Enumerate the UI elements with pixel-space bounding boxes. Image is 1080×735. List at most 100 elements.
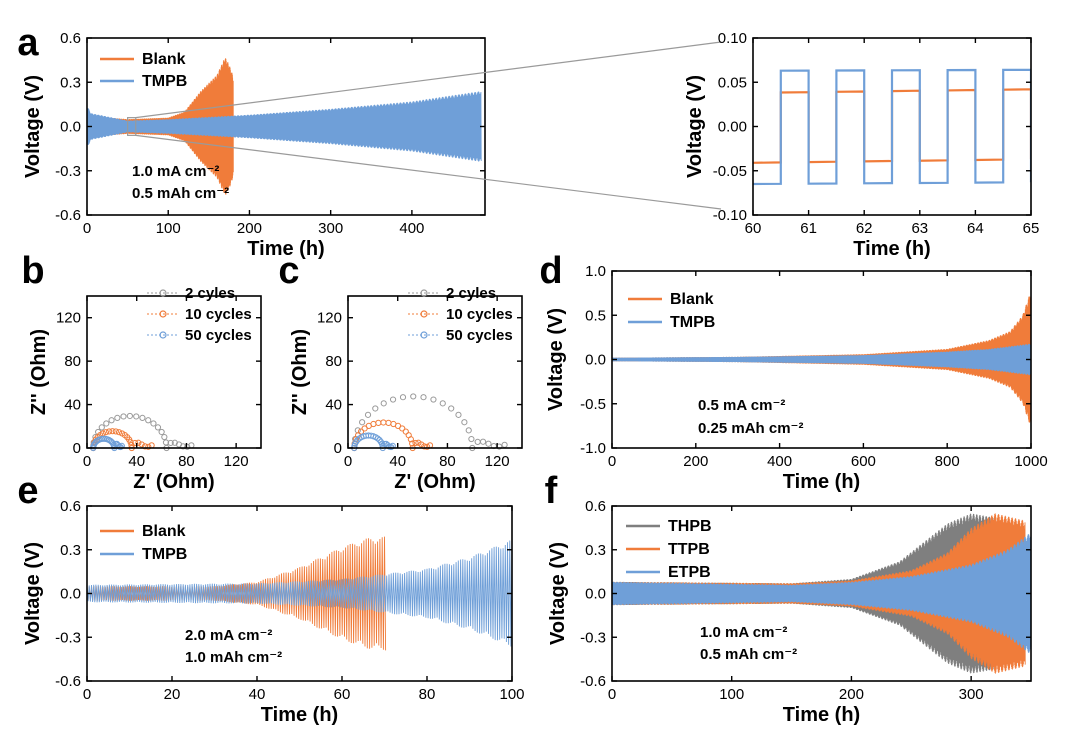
x-tick-label-a-1: 100 <box>156 220 181 237</box>
y-tick-label-e-2: 0.0 <box>60 586 81 603</box>
zoom-box <box>127 117 137 136</box>
nyquist-tail-c-0-2 <box>479 438 487 445</box>
x-tick-label-a-3: 300 <box>318 220 343 237</box>
x-tick-label-d-3: 600 <box>851 453 876 470</box>
legend-marker-c-2 <box>420 331 428 339</box>
legend-label-d-1: TMPB <box>670 314 715 331</box>
legend-a: Blank TMPB <box>100 51 187 90</box>
nyquist-tail-c-1-5 <box>424 443 431 450</box>
nyquist-point-c-0-14 <box>455 411 462 418</box>
nyquist-point-c-0-12 <box>439 400 446 407</box>
y-tick-label-e-4: 0.6 <box>60 498 81 515</box>
legend-marker-c-0 <box>420 289 428 297</box>
plot-frame-c <box>347 295 523 449</box>
x-axis-title-c: Z' (Ohm) <box>394 471 475 493</box>
nyquist-tail-b-1-3 <box>138 441 145 448</box>
legend-b: 2 cyles 10 cycles 50 cycles <box>147 285 252 344</box>
x-axis-title-e: Time (h) <box>261 704 338 726</box>
nyquist-point-b-0-5 <box>103 420 110 427</box>
nyquist-tail-b-0-4 <box>180 443 187 450</box>
nyquist-point-c-0-4 <box>364 411 372 418</box>
x-tick-label-f-3: 300 <box>959 686 984 703</box>
nyquist-point-c-1-7 <box>370 420 377 428</box>
nyquist-point-b-0-11 <box>139 414 146 422</box>
x-tick-label-e-4: 80 <box>419 686 436 703</box>
x-axis-title-d: Time (h) <box>783 471 860 493</box>
x-tick-label-e-2: 40 <box>249 686 266 703</box>
nyquist-point-b-0-14 <box>154 424 162 431</box>
x-tick-label-b-0: 0 <box>83 453 91 470</box>
nyquist-point-b-1-16 <box>127 439 134 446</box>
legend-label-c-1: 10 cycles <box>446 306 513 323</box>
nyquist-point-c-1-17 <box>409 440 416 447</box>
nyquist-tail-c-1-1 <box>412 439 419 447</box>
y-tick-label-c-3: 120 <box>317 310 342 327</box>
y-axis-title-e: Voltage (V) <box>22 542 44 645</box>
annotations-e: 2.0 mA cm⁻² 1.0 mAh cm⁻² <box>185 627 282 666</box>
y-tick-label-b-3: 120 <box>56 310 81 327</box>
annotations-f: 1.0 mA cm⁻² 0.5 mAh cm⁻² <box>700 624 797 663</box>
nyquist-point-c-1-16 <box>407 436 414 443</box>
nyquist-point-c-0-16 <box>465 427 472 434</box>
y-tick-label-c-2: 80 <box>325 353 342 370</box>
axes-d: 0 200 400 600 800 1000 -1.0 -0.5 0.0 0.5 1.0 Time (… <box>539 250 1047 493</box>
series-line-a-tmpb <box>87 91 482 162</box>
nyquist-point-c-0-15 <box>461 419 468 426</box>
legend-marker-c-1 <box>420 310 428 318</box>
x-tick-label-inset-0: 60 <box>745 220 762 237</box>
nyquist-point-c-1-8 <box>375 419 382 426</box>
nyquist-series-c-2 <box>351 432 396 452</box>
x-tick-label-d-2: 400 <box>767 453 792 470</box>
zoom-connector-bottom <box>135 134 722 210</box>
y-tick-label-f-2: 0.0 <box>585 586 606 603</box>
panel-label-b: b <box>21 250 44 292</box>
y-tick-label-d-3: 0.5 <box>585 307 606 324</box>
annotation-d-0: 0.5 mA cm⁻² <box>698 397 785 414</box>
x-tick-label-c-3: 120 <box>485 453 510 470</box>
annotation-e-0: 2.0 mA cm⁻² <box>185 627 272 644</box>
nyquist-series-b-2 <box>90 435 125 452</box>
x-tick-label-inset-3: 63 <box>911 220 928 237</box>
x-tick-label-d-0: 0 <box>608 453 616 470</box>
y-axis-title-a: Voltage (V) <box>22 75 44 178</box>
nyquist-point-c-0-11 <box>430 396 437 403</box>
x-axis-title-b: Z' (Ohm) <box>133 471 214 493</box>
nyquist-point-b-0-8 <box>120 413 127 420</box>
nyquist-tail-c-0-6 <box>501 441 508 448</box>
nyquist-point-b-1-8 <box>106 428 113 435</box>
zoom-connector-top <box>135 41 722 119</box>
legend-e: Blank TMPB <box>100 523 187 563</box>
annotation-d-1: 0.25 mAh cm⁻² <box>698 420 803 437</box>
y-tick-label-c-0: 0 <box>334 440 342 457</box>
legend-label-e-0: Blank <box>142 523 186 540</box>
legend-label-c-2: 50 cycles <box>446 327 513 344</box>
nyquist-tail-c-1-4 <box>421 443 428 450</box>
y-tick-label-d-4: 1.0 <box>585 263 606 280</box>
annotation-a-1: 0.5 mAh cm⁻² <box>132 185 229 202</box>
x-tick-label-b-1: 40 <box>128 453 145 470</box>
plot-frame-b <box>86 295 262 449</box>
nyquist-tail-b-2-5 <box>117 443 124 451</box>
nyquist-tail-b-1-1 <box>131 439 139 447</box>
annotation-a-0: 1.0 mA cm⁻² <box>132 163 219 180</box>
nyquist-point-c-1-14 <box>402 428 409 435</box>
legend-d: Blank TMPB <box>628 291 715 331</box>
axes-inset: 60 61 62 63 64 65 -0.10 -0.05 0.00 0.05 0.10 Time (… <box>684 30 1039 260</box>
nyquist-point-c-0-10 <box>420 394 427 401</box>
nyquist-tail-c-0-3 <box>485 440 492 447</box>
legend-label-e-1: TMPB <box>142 546 187 563</box>
y-tick-label-c-1: 40 <box>325 397 342 414</box>
y-tick-label-d-0: -1.0 <box>580 440 606 457</box>
panel-label-c: c <box>278 250 299 292</box>
y-tick-label-a-1: -0.3 <box>55 163 81 180</box>
x-tick-label-e-3: 60 <box>334 686 351 703</box>
x-tick-label-d-4: 800 <box>935 453 960 470</box>
nyquist-point-b-1-10 <box>112 428 119 435</box>
y-tick-label-inset-4: 0.10 <box>718 30 747 47</box>
x-tick-label-b-2: 80 <box>178 453 195 470</box>
annotations-a: 1.0 mA cm⁻² 0.5 mAh cm⁻² <box>132 163 229 202</box>
nyquist-tail-b-1-2 <box>135 439 142 446</box>
x-axis-title-inset: Time (h) <box>853 238 930 260</box>
nyquist-tail-b-0-5 <box>184 443 191 450</box>
nyquist-point-c-0-5 <box>372 405 379 412</box>
